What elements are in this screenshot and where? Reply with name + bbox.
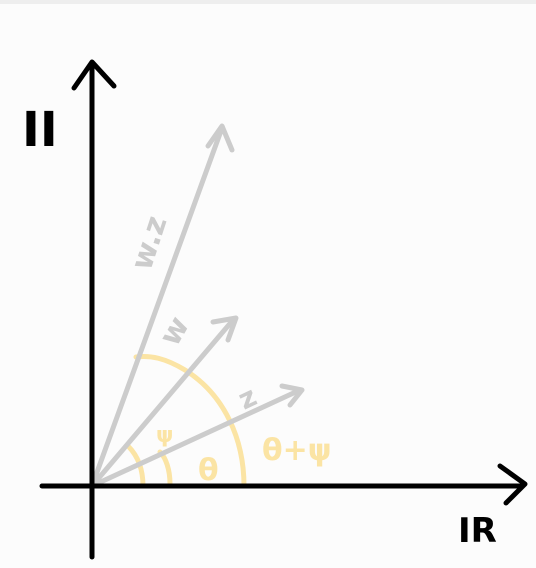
arc-psi xyxy=(160,452,170,484)
theta-label: θ xyxy=(198,453,219,488)
vector-wz-label: w.z xyxy=(124,212,174,275)
real-axis-label: IR xyxy=(458,511,497,551)
axes xyxy=(42,62,525,557)
vector-w-label: w xyxy=(153,310,197,352)
real-axis xyxy=(42,466,525,503)
vector-z-label: z xyxy=(233,380,262,417)
psi-label: ψ xyxy=(156,423,173,448)
imaginary-axis-label: II xyxy=(22,102,58,158)
vectors xyxy=(92,126,302,486)
imaginary-axis xyxy=(74,62,114,557)
theta-plus-psi-label: θ+ψ xyxy=(262,433,332,468)
